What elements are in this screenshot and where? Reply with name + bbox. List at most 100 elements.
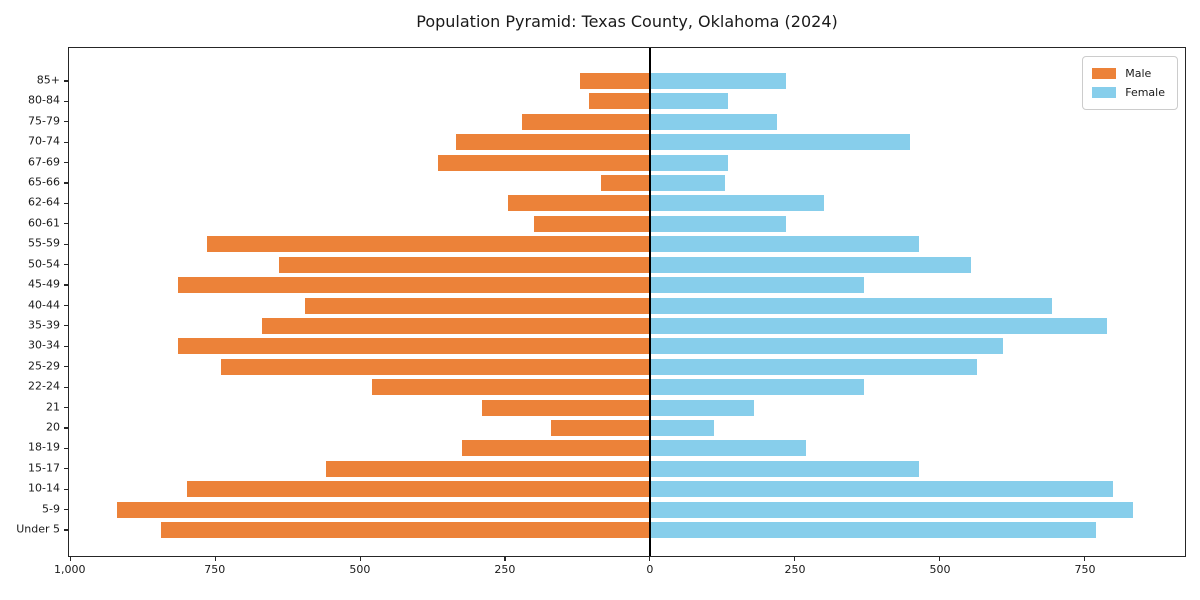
zero-axis-line [649, 48, 651, 556]
y-label-5-9: 5-9 [42, 502, 60, 516]
legend: Male Female [1082, 56, 1178, 110]
female-bar-50-54 [649, 256, 972, 273]
y-label-35-39: 35-39 [28, 318, 60, 332]
x-tick-7 [1083, 556, 1085, 561]
male-swatch-icon [1092, 68, 1117, 79]
male-bar-30-34 [177, 338, 650, 355]
plot-area: Male Female [64, 47, 1186, 561]
male-bar-85+ [580, 73, 650, 89]
x-label-0: 1,000 [53, 563, 86, 576]
legend-item-male: Male [1092, 64, 1165, 83]
female-bar-35-39 [649, 317, 1108, 334]
male-bar-10-14 [186, 481, 650, 498]
y-tick-40-44 [64, 304, 68, 307]
x-tick-1 [214, 556, 217, 561]
male-bar-25-29 [221, 358, 650, 375]
y-label-Under 5: Under 5 [16, 522, 60, 536]
y-label-80-84: 80-84 [28, 93, 60, 107]
y-tick-18-19 [64, 447, 68, 449]
female-bar-Under 5 [649, 522, 1096, 538]
y-label-65-66: 65-66 [28, 175, 60, 189]
chart-title: Population Pyramid: Texas County, Oklaho… [416, 12, 838, 31]
y-tick-5-9 [64, 508, 68, 511]
male-bar-75-79 [522, 113, 650, 130]
y-tick-15-17 [64, 468, 68, 470]
male-bar-55-59 [206, 236, 650, 253]
y-label-50-54: 50-54 [28, 257, 60, 271]
y-tick-85+ [64, 80, 68, 82]
male-bar-40-44 [305, 297, 650, 314]
female-bar-70-74 [649, 134, 911, 151]
female-bar-40-44 [649, 297, 1053, 314]
female-bar-5-9 [649, 501, 1134, 518]
female-bar-85+ [649, 73, 786, 89]
y-label-85+: 85+ [36, 73, 60, 87]
male-bar-15-17 [325, 460, 650, 477]
y-tick-65-66 [64, 182, 68, 184]
y-tick-Under 5 [64, 529, 68, 531]
y-tick-35-39 [64, 325, 68, 327]
female-bar-75-79 [649, 113, 778, 130]
y-tick-30-34 [64, 345, 68, 347]
y-tick-25-29 [64, 366, 68, 368]
x-label-1: 750 [204, 563, 226, 576]
female-bar-62-64 [649, 195, 824, 212]
x-tick-5 [794, 556, 796, 561]
y-label-70-74: 70-74 [28, 134, 60, 148]
y-label-67-69: 67-69 [28, 155, 60, 169]
y-tick-60-61 [64, 223, 68, 225]
male-bar-70-74 [455, 134, 650, 151]
y-label-55-59: 55-59 [28, 236, 60, 250]
y-tick-45-49 [64, 284, 68, 286]
y-label-20: 20 [46, 420, 60, 434]
y-label-18-19: 18-19 [28, 440, 60, 454]
x-label-2: 500 [349, 563, 371, 576]
female-bar-80-84 [649, 93, 729, 110]
male-bar-21 [481, 399, 650, 416]
male-bar-20 [551, 419, 650, 436]
y-tick-62-64 [64, 202, 68, 205]
x-label-6: 500 [929, 563, 951, 576]
y-label-15-17: 15-17 [28, 461, 60, 475]
female-bar-25-29 [649, 358, 978, 375]
male-bar-60-61 [534, 215, 650, 232]
female-bar-45-49 [649, 277, 865, 294]
male-bar-Under 5 [160, 522, 650, 538]
male-bar-65-66 [600, 175, 650, 192]
y-tick-10-14 [64, 488, 68, 490]
y-tick-21 [64, 406, 68, 409]
y-label-22-24: 22-24 [28, 379, 60, 393]
x-label-4: 0 [646, 563, 654, 576]
y-tick-22-24 [64, 386, 68, 388]
legend-label-female: Female [1125, 86, 1165, 99]
x-tick-3 [504, 556, 506, 561]
male-bar-45-49 [177, 277, 650, 294]
y-label-10-14: 10-14 [28, 481, 60, 495]
x-tick-0 [70, 556, 72, 561]
x-label-5: 250 [784, 563, 806, 576]
male-bar-80-84 [589, 93, 650, 110]
female-swatch-icon [1092, 87, 1117, 98]
female-bar-60-61 [649, 215, 786, 232]
y-label-30-34: 30-34 [28, 338, 60, 352]
y-tick-70-74 [64, 141, 68, 143]
legend-label-male: Male [1125, 67, 1152, 80]
y-tick-67-69 [64, 162, 68, 164]
female-bar-21 [649, 399, 755, 416]
x-tick-6 [938, 556, 941, 561]
y-label-45-49: 45-49 [28, 277, 60, 291]
y-label-25-29: 25-29 [28, 359, 60, 373]
female-bar-67-69 [649, 154, 729, 171]
y-tick-75-79 [64, 121, 68, 123]
legend-item-female: Female [1092, 83, 1165, 102]
female-bar-65-66 [649, 175, 726, 192]
male-bar-5-9 [117, 501, 650, 518]
x-tick-2 [359, 556, 361, 561]
x-label-7: 750 [1074, 563, 1096, 576]
female-bar-15-17 [649, 460, 920, 477]
female-bar-30-34 [649, 338, 1004, 355]
female-bar-22-24 [649, 379, 865, 396]
male-bar-22-24 [371, 379, 650, 396]
female-bar-55-59 [649, 236, 920, 253]
